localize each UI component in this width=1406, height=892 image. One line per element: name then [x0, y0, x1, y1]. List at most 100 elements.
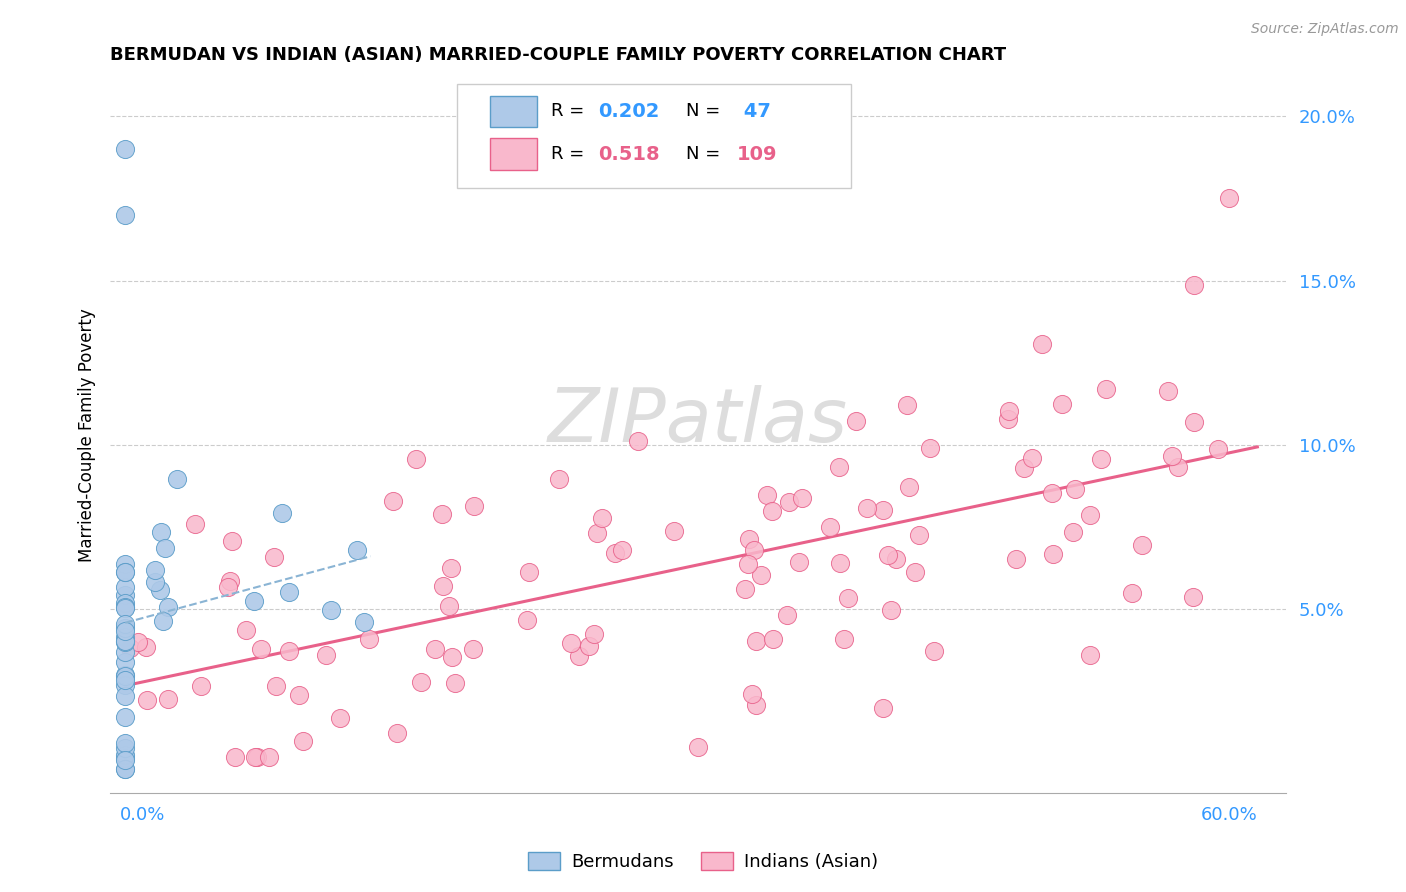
Point [157, 600, 180, 615]
Text: N =: N = [686, 103, 725, 120]
Point [217, 580, 239, 594]
Text: 0.202: 0.202 [598, 102, 659, 120]
Point [1078, 508, 1101, 522]
Point [1121, 586, 1143, 600]
Point [737, 557, 759, 571]
Point [1157, 384, 1180, 398]
Point [832, 632, 855, 647]
Point [409, 674, 432, 689]
Point [744, 634, 766, 648]
Point [114, 621, 136, 635]
Point [114, 599, 136, 614]
Point [114, 667, 136, 681]
Point [922, 643, 945, 657]
Point [114, 655, 136, 669]
Text: R =: R = [551, 145, 591, 163]
Point [114, 634, 136, 648]
Point [114, 645, 136, 659]
Point [221, 534, 243, 549]
Point [430, 507, 453, 521]
Point [1167, 460, 1189, 475]
Point [877, 548, 900, 562]
Point [818, 520, 841, 534]
Point [114, 762, 136, 776]
Point [560, 636, 582, 650]
Legend: Bermudans, Indians (Asian): Bermudans, Indians (Asian) [520, 845, 886, 879]
Point [149, 524, 172, 539]
Point [243, 593, 266, 607]
Point [263, 550, 285, 565]
Point [114, 600, 136, 615]
Point [149, 582, 172, 597]
Point [1050, 397, 1073, 411]
Point [405, 451, 427, 466]
Point [219, 574, 242, 589]
Point [896, 398, 918, 412]
Point [114, 740, 136, 755]
Text: R =: R = [551, 103, 591, 120]
Point [1021, 450, 1043, 465]
Point [246, 749, 269, 764]
Point [738, 532, 761, 546]
Point [751, 567, 773, 582]
Point [1031, 337, 1053, 351]
Point [432, 579, 454, 593]
Text: 47: 47 [737, 102, 770, 120]
Point [439, 599, 461, 614]
Point [114, 747, 136, 762]
Point [904, 566, 927, 580]
Point [463, 642, 485, 657]
Point [114, 669, 136, 683]
Point [266, 679, 288, 693]
Point [1064, 482, 1087, 496]
Point [135, 640, 157, 655]
Point [224, 749, 246, 764]
Point [114, 753, 136, 767]
Point [359, 632, 381, 647]
FancyBboxPatch shape [457, 84, 851, 188]
Point [190, 679, 212, 693]
Point [1130, 538, 1153, 552]
Point [288, 688, 311, 702]
Point [329, 711, 352, 725]
Point [1042, 547, 1064, 561]
Point [346, 542, 368, 557]
Text: 60.0%: 60.0% [1201, 806, 1257, 824]
Point [114, 208, 136, 222]
Point [114, 751, 136, 765]
Point [997, 411, 1019, 425]
Point [114, 630, 136, 644]
Text: Source: ZipAtlas.com: Source: ZipAtlas.com [1251, 22, 1399, 37]
Point [381, 494, 404, 508]
Point [837, 591, 859, 606]
Point [516, 613, 538, 627]
Point [184, 516, 207, 531]
Bar [489, 138, 537, 170]
Point [583, 627, 606, 641]
Point [114, 565, 136, 579]
Point [114, 589, 136, 603]
Point [686, 739, 709, 754]
Point [153, 541, 176, 556]
Point [918, 441, 941, 455]
Point [745, 698, 768, 712]
Point [828, 459, 851, 474]
Point [884, 552, 907, 566]
Point [872, 701, 894, 715]
Point [603, 545, 626, 559]
Point [152, 614, 174, 628]
Point [568, 648, 591, 663]
Point [761, 503, 783, 517]
Point [114, 581, 136, 595]
Point [423, 641, 446, 656]
Y-axis label: Married-Couple Family Poverty: Married-Couple Family Poverty [79, 308, 96, 562]
Point [734, 582, 756, 596]
Point [1182, 277, 1205, 292]
Point [1208, 442, 1230, 457]
Point [157, 691, 180, 706]
Bar [489, 95, 537, 127]
Point [243, 749, 266, 764]
Point [1160, 449, 1182, 463]
Point [548, 472, 571, 486]
Point [114, 678, 136, 692]
